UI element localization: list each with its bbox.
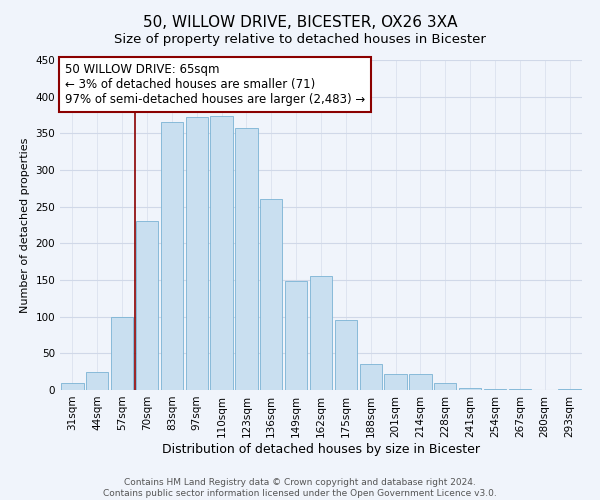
Bar	[459, 388, 481, 390]
Bar	[61, 382, 83, 390]
Y-axis label: Number of detached properties: Number of detached properties	[20, 138, 30, 312]
Bar	[211, 116, 233, 390]
Text: 50, WILLOW DRIVE, BICESTER, OX26 3XA: 50, WILLOW DRIVE, BICESTER, OX26 3XA	[143, 15, 457, 30]
Bar	[385, 374, 407, 390]
Bar	[111, 316, 133, 390]
Bar	[260, 200, 283, 390]
Bar	[285, 282, 307, 390]
Bar	[359, 364, 382, 390]
Bar	[86, 372, 109, 390]
Bar	[310, 276, 332, 390]
Text: Contains HM Land Registry data © Crown copyright and database right 2024.
Contai: Contains HM Land Registry data © Crown c…	[103, 478, 497, 498]
X-axis label: Distribution of detached houses by size in Bicester: Distribution of detached houses by size …	[162, 442, 480, 456]
Bar	[136, 222, 158, 390]
Bar	[409, 374, 431, 390]
Text: Size of property relative to detached houses in Bicester: Size of property relative to detached ho…	[114, 32, 486, 46]
Bar	[235, 128, 257, 390]
Bar	[335, 320, 357, 390]
Bar	[185, 117, 208, 390]
Bar	[161, 122, 183, 390]
Text: 50 WILLOW DRIVE: 65sqm
← 3% of detached houses are smaller (71)
97% of semi-deta: 50 WILLOW DRIVE: 65sqm ← 3% of detached …	[65, 64, 365, 106]
Bar	[434, 382, 457, 390]
